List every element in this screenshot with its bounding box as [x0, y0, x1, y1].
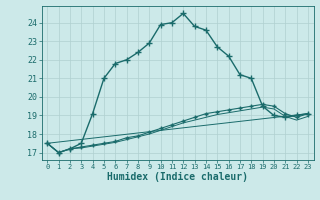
X-axis label: Humidex (Indice chaleur): Humidex (Indice chaleur): [107, 172, 248, 182]
